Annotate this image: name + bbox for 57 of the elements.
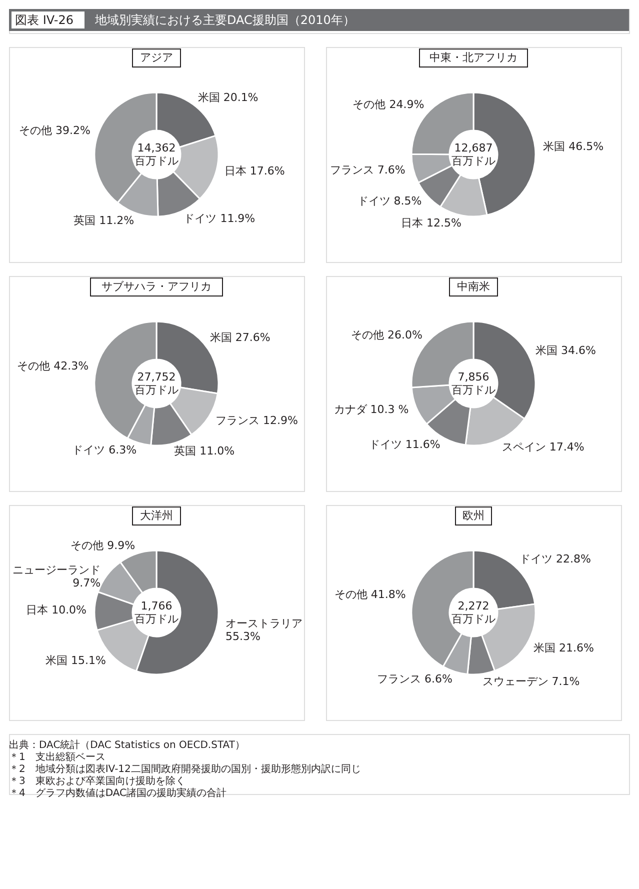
text: 地域別実績における主要DAC援助国（2010年） <box>94 13 355 27</box>
text: 14,362 <box>137 142 176 154</box>
slice-label: その他 41.8% <box>334 588 406 601</box>
slice-label: スウェーデン 7.1% <box>482 674 580 688</box>
slice-label: 日本 10.0% <box>26 604 87 617</box>
slice-label: 米国 27.6% <box>210 331 270 344</box>
slice-label: 米国 15.1% <box>45 654 106 667</box>
slice-label: ドイツ 22.8% <box>520 552 591 566</box>
slice-label: その他 24.9% <box>352 98 424 111</box>
text: 図表 IV-26 <box>15 13 74 27</box>
text: ＊2 地域分類は図表IV-12二国間政府開発援助の国別・援助形態別内訳に同じ <box>9 763 361 775</box>
chart-title: 中東・北アフリカ <box>430 51 518 64</box>
slice-label: ドイツ 6.3% <box>72 444 137 457</box>
slice-label: ドイツ 11.9% <box>184 212 256 225</box>
slice-label: 米国 21.6% <box>533 642 594 655</box>
slice-label: 日本 12.5% <box>401 216 462 230</box>
slice-label: オーストラリア <box>226 617 303 630</box>
slice-label: ドイツ 8.5% <box>357 194 422 208</box>
source-note: 出典：DAC統計（DAC Statistics on OECD.STAT） <box>9 739 245 751</box>
slice-label: 米国 34.6% <box>536 344 596 358</box>
slice-label: スペイン 17.4% <box>502 440 584 454</box>
text: 1,766 <box>140 600 172 612</box>
text: ＊4 グラフ内数値はDAC諸国の援助実績の合計 <box>9 787 227 799</box>
data-label: 55.3% <box>226 630 260 644</box>
slice-label: 米国 46.5% <box>543 140 604 153</box>
text: 百万ドル <box>452 612 496 626</box>
slice-label: 日本 17.6% <box>224 164 285 178</box>
chart-title: アジア <box>140 51 173 64</box>
text: 百万ドル <box>452 154 496 168</box>
text: 7,856 <box>458 370 490 384</box>
slice-label: 英国 11.2% <box>74 214 134 227</box>
slice-label: フランス 12.9% <box>216 414 298 428</box>
text: 百万ドル <box>134 154 178 168</box>
slice-label: その他 9.9% <box>70 538 136 552</box>
slice-label: その他 39.2% <box>19 124 90 138</box>
data-label: 9.7% <box>72 576 101 590</box>
slice-label: 米国 20.1% <box>198 91 258 104</box>
text: 27,752 <box>137 370 176 384</box>
text: ＊1 支出総額ベース <box>9 751 106 763</box>
text: 2,272 <box>458 600 490 612</box>
text: 百万ドル <box>134 612 178 626</box>
slice-label: フランス 6.6% <box>377 672 452 686</box>
chart-title: 大洋州 <box>140 509 173 522</box>
chart-title: 中南米 <box>457 280 490 293</box>
text: 百万ドル <box>452 384 496 396</box>
chart-title: サブサハラ・アフリカ <box>102 280 212 293</box>
text: 12,687 <box>454 142 493 154</box>
text: 百万ドル <box>134 384 178 396</box>
slice-label: フランス 7.6% <box>330 164 406 177</box>
slice-label: ドイツ 11.6% <box>368 438 440 452</box>
slice-label: その他 42.3% <box>17 360 89 373</box>
slice-label: ニュージーランド <box>12 563 101 576</box>
slice-label: カナダ 10.3 % <box>334 403 409 416</box>
chart-title: 欧州 <box>462 509 484 522</box>
slice-label: 英国 11.0% <box>174 444 235 458</box>
slice-label: その他 26.0% <box>350 328 422 342</box>
text: ＊3 東欧および卒業国向け援助を除く <box>9 775 186 787</box>
